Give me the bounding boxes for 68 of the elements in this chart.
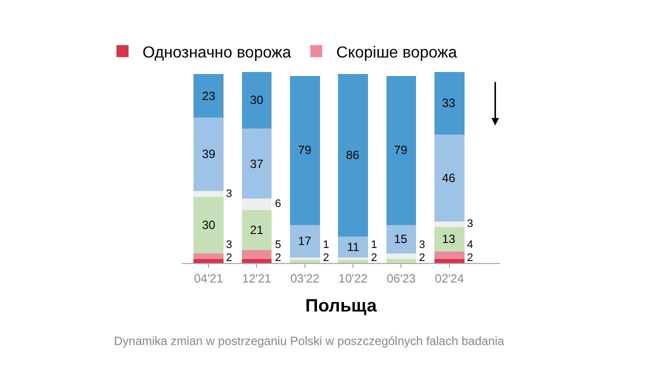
bar <box>290 225 320 258</box>
data-label: 15 <box>394 232 408 246</box>
bar <box>338 236 368 258</box>
bar <box>242 72 272 129</box>
bar <box>434 72 464 134</box>
bar <box>386 76 416 226</box>
bar <box>242 198 272 210</box>
data-label: 3 <box>419 239 426 251</box>
legend-label: Однозначно ворожа <box>142 44 292 62</box>
bar <box>194 74 224 118</box>
x-tick-label: 12'21 <box>242 271 272 286</box>
bar <box>434 252 464 260</box>
data-label: 2 <box>226 252 232 264</box>
bar <box>194 259 224 263</box>
data-label: 2 <box>323 252 330 264</box>
bar <box>194 117 224 192</box>
bar <box>290 76 320 226</box>
data-label: 23 <box>202 89 216 103</box>
bar <box>242 250 272 260</box>
data-label: 13 <box>442 232 456 246</box>
x-tick-label: 06'23 <box>386 271 416 286</box>
bar <box>194 191 224 197</box>
x-tick-label: 03'22 <box>290 271 320 286</box>
data-label: 79 <box>394 143 408 157</box>
bar <box>338 257 368 260</box>
data-label: 3 <box>467 218 474 230</box>
data-label: 3 <box>226 188 232 200</box>
bar <box>194 254 224 260</box>
bar <box>290 257 320 260</box>
bar <box>386 254 416 260</box>
data-label: 5 <box>275 239 282 251</box>
data-label: 1 <box>371 239 378 251</box>
data-label: 2 <box>467 252 474 264</box>
data-label: 1 <box>323 239 330 251</box>
bar <box>434 134 464 222</box>
data-label: 79 <box>298 143 312 157</box>
data-label: 17 <box>298 234 312 248</box>
data-label: 21 <box>250 223 264 237</box>
x-tick-label: 04'21 <box>194 271 224 286</box>
data-label: 33 <box>442 96 456 110</box>
x-tick-label: 10'22 <box>338 271 368 286</box>
bar <box>434 221 464 228</box>
x-axis-title: Польща <box>305 296 378 316</box>
data-label: 30 <box>250 93 264 107</box>
bar <box>434 259 464 263</box>
bar <box>194 196 224 254</box>
bar <box>242 210 272 250</box>
data-label: 39 <box>202 147 216 161</box>
text: Dynamika zmian w postrzeganiu Polski w poszczególnych falach badania <box>114 334 505 348</box>
data-label: 4 <box>467 239 474 251</box>
bar <box>338 74 368 237</box>
legend-label: Скоріше ворожа <box>336 44 458 62</box>
data-label: 11 <box>347 240 360 254</box>
data-label: 3 <box>226 239 232 251</box>
bar <box>434 227 464 252</box>
data-label: 37 <box>250 157 264 171</box>
data-label: 30 <box>202 218 216 232</box>
data-label: 6 <box>275 198 282 210</box>
data-label: 2 <box>275 252 282 264</box>
bar <box>386 225 416 254</box>
data-label: 2 <box>419 252 426 264</box>
bar <box>386 259 416 263</box>
data-label: 86 <box>346 148 360 162</box>
data-label: 46 <box>442 171 456 185</box>
data-label: 2 <box>371 252 378 264</box>
x-tick-label: 02'24 <box>434 271 464 286</box>
bar <box>242 259 272 263</box>
bar <box>242 128 272 199</box>
